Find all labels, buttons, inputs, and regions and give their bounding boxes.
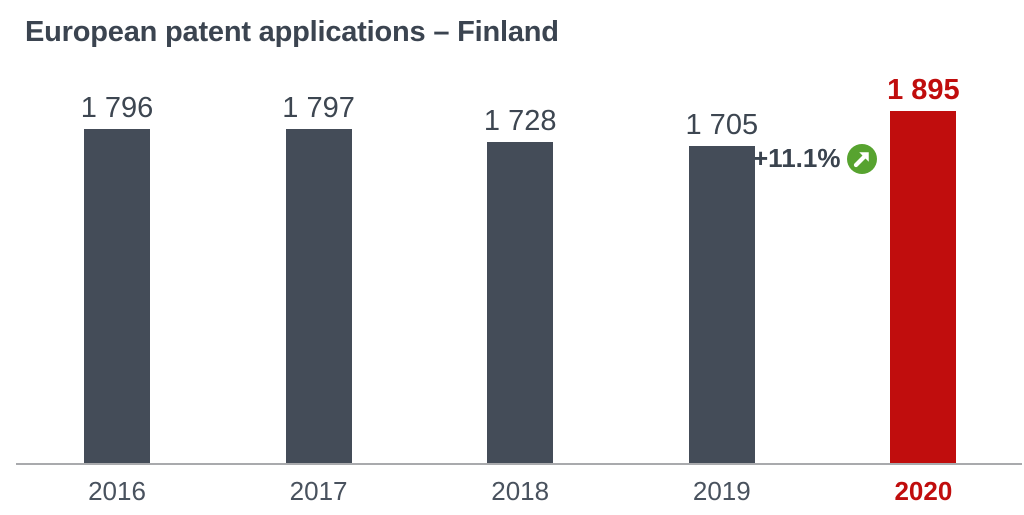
chart-title: European patent applications – Finland [25, 16, 559, 48]
value-label-2018: 1 728 [483, 105, 557, 138]
x-axis-label-2017: 2017 [289, 476, 348, 506]
bar-2017 [285, 129, 352, 463]
trend-up-circle-icon [847, 143, 878, 174]
growth-annotation: +11.1% [753, 143, 878, 174]
x-axis-label-2016: 2016 [88, 476, 146, 506]
value-label-2020: 1 895 [887, 74, 960, 106]
growth-percentage: +11.1% [753, 143, 841, 173]
x-axis-label-2018: 2018 [491, 476, 550, 506]
bar-2016 [84, 129, 150, 463]
x-axis-label-2020: 2020 [894, 476, 953, 506]
x-axis-label-2019: 2019 [692, 476, 751, 506]
bar-2018 [487, 142, 554, 463]
value-label-2016: 1 796 [80, 92, 154, 125]
bar-2019 [688, 146, 755, 463]
x-axis-line [16, 463, 1022, 465]
value-label-2017: 1 797 [282, 92, 355, 125]
bar-2020 [890, 111, 957, 463]
value-label-2019: 1 705 [685, 109, 759, 142]
